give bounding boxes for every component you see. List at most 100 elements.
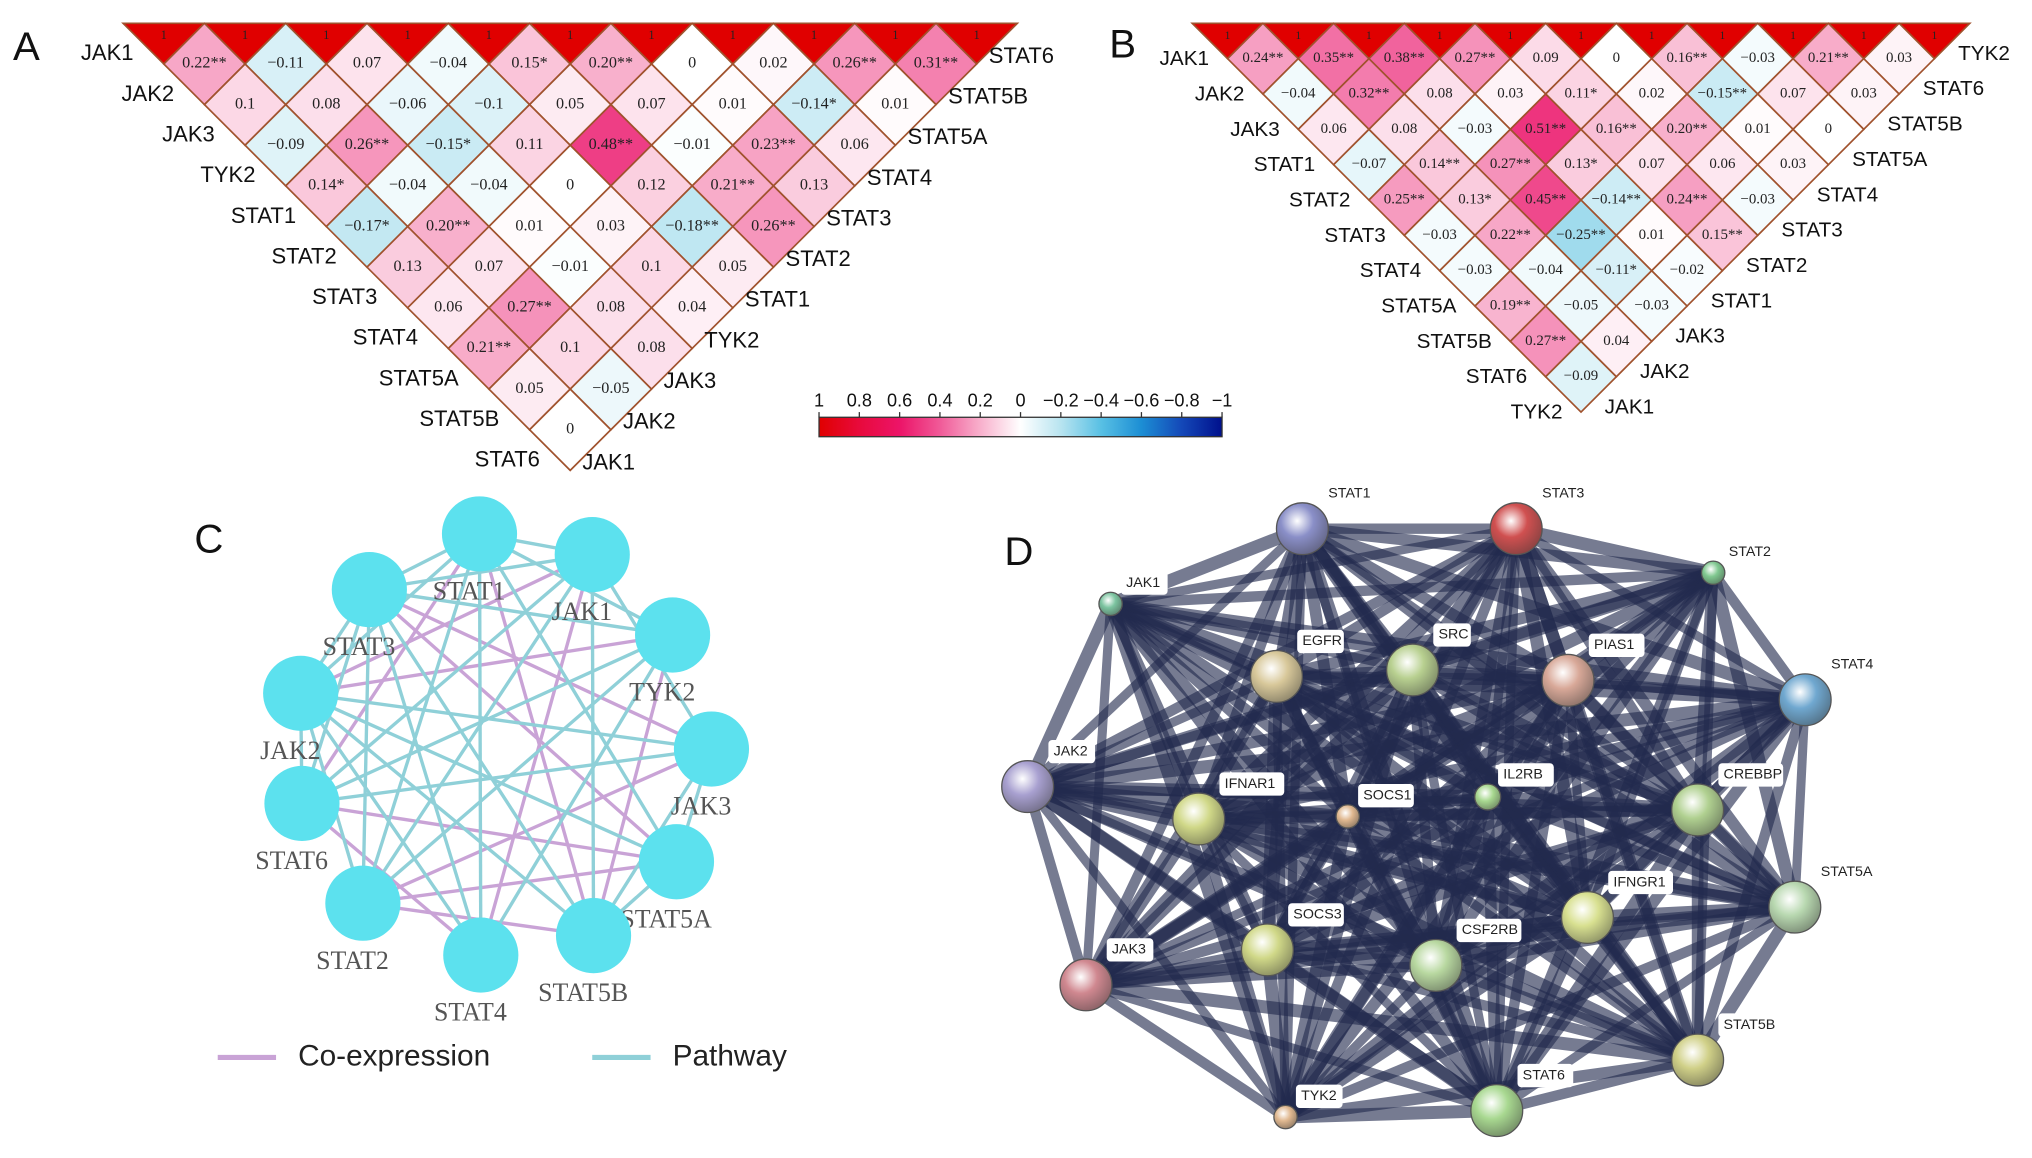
cell-label: −0.01: [673, 135, 710, 153]
node-label: STAT4: [1831, 657, 1873, 673]
cell-label: −0.03: [1422, 227, 1456, 243]
network-node: [1671, 1033, 1725, 1087]
network-link: [362, 860, 677, 905]
network-edge: [1583, 914, 1702, 1063]
cell-label: −0.11: [267, 54, 304, 72]
network-node: [1240, 923, 1294, 977]
network-edge: [1110, 567, 1714, 610]
node-label: STAT5A: [620, 904, 712, 933]
cell-label: 0.26**: [751, 216, 796, 234]
node-label: IL2RB: [1503, 767, 1543, 783]
cell-label: 0.02: [759, 54, 787, 72]
cell-label: −0.07: [1352, 156, 1387, 172]
node-label: JAK2: [1054, 743, 1088, 759]
network-link: [300, 532, 481, 805]
cell-label: 0.08: [597, 298, 625, 316]
network-link: [369, 587, 673, 637]
node-label-box: [1825, 653, 1882, 677]
legend-label: Pathway: [673, 1039, 787, 1072]
network-link: [368, 588, 678, 864]
heatmap-cell: [528, 387, 613, 472]
node-label-box: [1120, 571, 1168, 595]
node-label: JAK2: [260, 736, 320, 765]
cell-label: −0.04: [1281, 85, 1316, 101]
row-label: TYK2: [200, 162, 255, 187]
cell-label: 0.07: [475, 257, 503, 275]
column-label: JAK1: [1605, 395, 1655, 418]
row-label: STAT3: [1324, 224, 1385, 247]
colorbar-tick-label: 0.8: [847, 391, 872, 411]
network-edge: [1491, 806, 1704, 1115]
row-label: STAT2: [271, 243, 336, 268]
network-edge: [1021, 601, 1117, 790]
cell-label: 0.27**: [1525, 333, 1566, 349]
column-label: STAT3: [1781, 219, 1842, 242]
column-label: STAT6: [1923, 77, 1984, 100]
cell-label: 0.07: [1780, 85, 1807, 101]
network-node: [1001, 760, 1055, 814]
colorbar-tick-label: −0.2: [1043, 391, 1079, 411]
node-label: TYK2: [629, 678, 695, 707]
cell-label: 0.03: [597, 216, 625, 234]
network-node: [635, 597, 711, 673]
node-label: STAT1: [1328, 485, 1370, 501]
network-link: [300, 553, 594, 805]
cell-label: 0.1: [235, 94, 255, 112]
node-label: STAT2: [1729, 544, 1771, 560]
network-node: [673, 711, 750, 787]
node-label-box: [1718, 1013, 1784, 1037]
cell-label: −0.11*: [1596, 262, 1637, 278]
network-edge: [1790, 699, 1810, 908]
cell-label: 0.45**: [1525, 191, 1566, 207]
cell-label: −0.03: [1740, 191, 1774, 207]
node-label: IFNGR1: [1613, 874, 1665, 890]
cell-label: 0.01: [1745, 121, 1771, 137]
network-node: [1778, 673, 1832, 727]
column-label: STAT4: [1817, 183, 1878, 206]
cell-label: 0.08: [1391, 121, 1417, 137]
network-node: [1059, 958, 1113, 1012]
cell-label: 0.38**: [1384, 50, 1425, 66]
cell-label: 0.26**: [832, 54, 877, 72]
column-label: TYK2: [704, 327, 759, 352]
cell-label: 0.12: [637, 176, 665, 194]
cell-label: 0.05: [515, 379, 543, 397]
network-link: [369, 552, 593, 592]
cell-label: 0.24**: [1667, 191, 1708, 207]
cell-label: 0.07: [637, 94, 665, 112]
cell-label: 0.51**: [1525, 121, 1566, 137]
cell-label: 0.13*: [1564, 156, 1598, 172]
cell-label: −0.03: [1458, 121, 1492, 137]
cell-label: 0.04: [1603, 333, 1630, 349]
network-link: [590, 554, 596, 936]
cell-label: 0.31**: [914, 54, 959, 72]
panel-label: B: [1109, 21, 1136, 66]
cell-label: 0.13: [393, 257, 421, 275]
cell-label: −0.05: [592, 379, 629, 397]
row-label: STAT4: [353, 325, 418, 350]
network-edge: [1084, 980, 1499, 1115]
cell-label: 1: [405, 28, 411, 42]
cell-label: 0.03: [1886, 50, 1912, 66]
node-label: STAT1: [433, 576, 506, 605]
network-link: [299, 691, 595, 937]
cell-label: 0: [1613, 50, 1620, 66]
cell-label: −0.18**: [665, 216, 719, 234]
network-link: [479, 634, 675, 956]
network-node: [1275, 502, 1329, 556]
node-label-box: [1588, 633, 1645, 658]
row-label: STAT6: [475, 447, 540, 472]
network-link: [299, 692, 483, 957]
node-label: STAT5B: [1724, 1017, 1776, 1033]
node-label: CREBBP: [1724, 767, 1783, 783]
node-label: STAT5B: [538, 978, 628, 1007]
row-label: TYK2: [1511, 401, 1563, 424]
column-label: STAT1: [1711, 289, 1772, 312]
cell-label: −0.03: [1458, 262, 1492, 278]
row-label: JAK3: [162, 122, 215, 147]
network-node: [1098, 591, 1123, 617]
cell-label: 1: [1790, 30, 1796, 42]
colorbar: [818, 416, 1223, 438]
network-node: [555, 898, 632, 974]
node-label-box: [1288, 903, 1344, 927]
